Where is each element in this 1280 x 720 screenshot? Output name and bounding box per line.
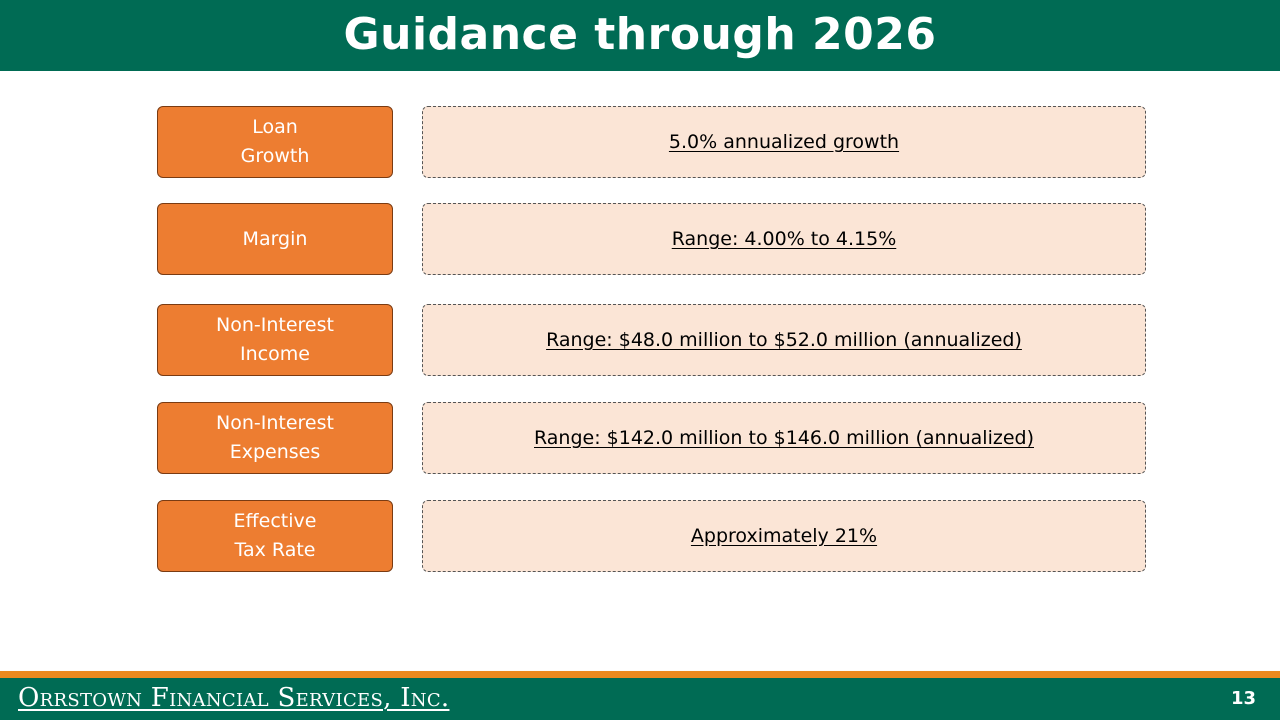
page-number: 13 [1230,687,1256,709]
guidance-row-margin: Margin Range: 4.00% to 4.15% [157,203,1146,275]
guidance-label: Non-Interest Income [157,304,393,376]
guidance-value: Range: 4.00% to 4.15% [422,203,1146,275]
guidance-row-effective-tax-rate: Effective Tax Rate Approximately 21% [157,500,1146,572]
slide-title: Guidance through 2026 [343,9,937,60]
footer-bar [0,678,1280,720]
company-logo: Orrstown Financial Services, Inc. [18,683,450,713]
guidance-label: Loan Growth [157,106,393,178]
title-bar: Guidance through 2026 [0,0,1280,71]
guidance-label: Margin [157,203,393,275]
guidance-label: Effective Tax Rate [157,500,393,572]
guidance-label: Non-Interest Expenses [157,402,393,474]
guidance-row-non-interest-income: Non-Interest Income Range: $48.0 million… [157,304,1146,376]
guidance-value: Approximately 21% [422,500,1146,572]
guidance-value: Range: $48.0 million to $52.0 million (a… [422,304,1146,376]
footer-accent-stripe [0,671,1280,678]
guidance-row-loan-growth: Loan Growth 5.0% annualized growth [157,106,1146,178]
guidance-row-non-interest-expenses: Non-Interest Expenses Range: $142.0 mill… [157,402,1146,474]
guidance-value: Range: $142.0 million to $146.0 million … [422,402,1146,474]
guidance-value: 5.0% annualized growth [422,106,1146,178]
